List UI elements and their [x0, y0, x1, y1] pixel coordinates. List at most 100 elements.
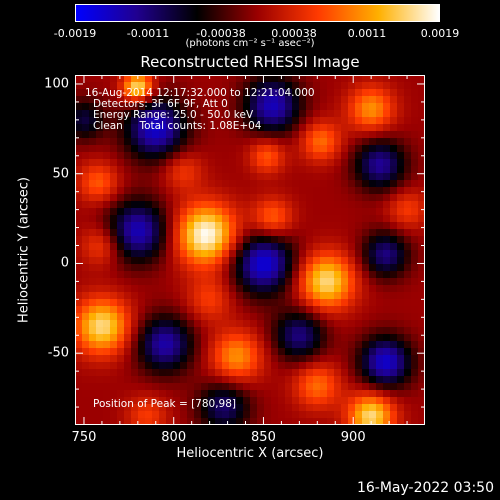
heatmap-cell [194, 334, 202, 342]
heatmap-cell [278, 327, 286, 335]
heatmap-cell [180, 348, 188, 356]
heatmap-cell [166, 334, 174, 342]
heatmap-cell [397, 376, 405, 384]
heatmap-cell [89, 103, 97, 111]
heatmap-cell [404, 355, 412, 363]
heatmap-cell [292, 257, 300, 265]
heatmap-cell [271, 236, 279, 244]
heatmap-cell [138, 334, 146, 342]
heatmap-cell [131, 152, 139, 160]
heatmap-cell [117, 75, 125, 83]
heatmap-cell [285, 236, 293, 244]
heatmap-cell [376, 82, 384, 90]
heatmap-cell [278, 236, 286, 244]
heatmap-cell [306, 159, 314, 167]
heatmap-cell [299, 215, 307, 223]
heatmap-cell [264, 390, 272, 398]
heatmap-cell [82, 96, 90, 104]
heatmap-cell [264, 313, 272, 321]
heatmap-cell [236, 341, 244, 349]
heatmap-cell [278, 397, 286, 405]
heatmap-cell [348, 355, 356, 363]
heatmap-cell [75, 124, 83, 132]
heatmap-cell [376, 131, 384, 139]
heatmap-cell [89, 292, 97, 300]
heatmap-cell [362, 313, 370, 321]
heatmap-cell [369, 75, 377, 83]
heatmap-cell [138, 166, 146, 174]
heatmap-cell [383, 285, 391, 293]
heatmap-cell [306, 166, 314, 174]
heatmap-cell [257, 159, 265, 167]
heatmap-cell [75, 236, 83, 244]
heatmap-cell [320, 89, 328, 97]
heatmap-cell [341, 236, 349, 244]
heatmap-cell [306, 201, 314, 209]
heatmap-cell [201, 257, 209, 265]
heatmap-cell [250, 166, 258, 174]
heatmap-cell [110, 397, 118, 405]
heatmap-cell [173, 96, 181, 104]
heatmap-cell [397, 103, 405, 111]
heatmap-cell [327, 138, 335, 146]
heatmap-cell [348, 341, 356, 349]
heatmap-cell [355, 215, 363, 223]
heatmap-cell [306, 292, 314, 300]
heatmap-cell [215, 383, 223, 391]
heatmap-cell [299, 110, 307, 118]
heatmap-cell [173, 362, 181, 370]
heatmap-cell [215, 404, 223, 412]
heatmap-cell [369, 145, 377, 153]
heatmap-cell [257, 145, 265, 153]
heatmap-cell [306, 110, 314, 118]
heatmap-cell [362, 124, 370, 132]
heatmap-cell [194, 243, 202, 251]
heatmap-cell [180, 194, 188, 202]
heatmap-cell [110, 131, 118, 139]
heatmap-cell [96, 292, 104, 300]
heatmap-cell [271, 124, 279, 132]
heatmap-cell [341, 306, 349, 314]
heatmap-cell [243, 110, 251, 118]
heatmap-cell [124, 152, 132, 160]
heatmap-cell [250, 103, 258, 111]
heatmap-cell [208, 173, 216, 181]
heatmap-cell [376, 334, 384, 342]
heatmap-cell [222, 320, 230, 328]
heatmap-cell [264, 285, 272, 293]
heatmap-cell [243, 341, 251, 349]
heatmap-cell [124, 369, 132, 377]
heatmap-cell [404, 236, 412, 244]
heatmap-cell [383, 187, 391, 195]
heatmap-cell [201, 89, 209, 97]
heatmap-cell [418, 131, 425, 139]
heatmap-cell [166, 376, 174, 384]
heatmap-cell [369, 180, 377, 188]
heatmap-cell [166, 250, 174, 258]
heatmap-cell [166, 173, 174, 181]
heatmap-cell [222, 187, 230, 195]
heatmap-cell [180, 166, 188, 174]
heatmap-cell [229, 180, 237, 188]
heatmap-cell [404, 222, 412, 230]
heatmap-cell [124, 390, 132, 398]
heatmap-cell [299, 222, 307, 230]
heatmap-cell [173, 152, 181, 160]
heatmap-cell [166, 222, 174, 230]
heatmap-cell [257, 320, 265, 328]
counts-annotation: Clean Total counts: 1.08E+04 [93, 120, 262, 132]
heatmap-cell [292, 117, 300, 125]
heatmap-cell [208, 103, 216, 111]
heatmap-cell [278, 271, 286, 279]
heatmap-cell [264, 131, 272, 139]
heatmap-cell [229, 285, 237, 293]
heatmap-cell [271, 278, 279, 286]
heatmap-cell [173, 89, 181, 97]
heatmap-cell [124, 376, 132, 384]
heatmap-cell [103, 124, 111, 132]
heatmap-cell [138, 124, 146, 132]
heatmap-cell [271, 418, 279, 425]
heatmap-cell [327, 243, 335, 251]
heatmap-cell [236, 208, 244, 216]
heatmap-cell [348, 404, 356, 412]
